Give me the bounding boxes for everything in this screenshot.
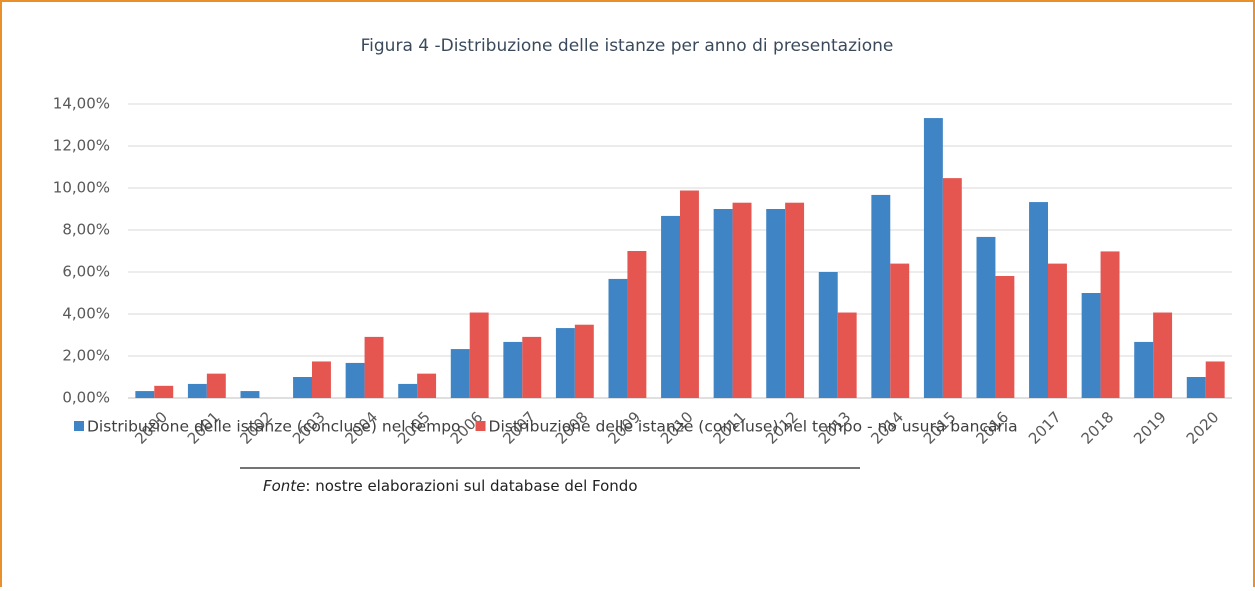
bar	[976, 236, 996, 398]
bar	[574, 324, 594, 398]
bar	[312, 361, 331, 398]
x-tick-label: 2020	[1183, 408, 1223, 448]
source-label: Fonte	[263, 477, 305, 495]
bar	[1134, 341, 1154, 398]
bar	[187, 383, 207, 398]
bar	[785, 202, 805, 398]
bar	[206, 373, 226, 398]
x-tick-label: 2018	[1078, 408, 1118, 448]
bar	[1186, 377, 1206, 398]
bar	[942, 178, 962, 398]
bar	[1153, 312, 1173, 398]
bar	[608, 278, 628, 398]
bar	[995, 275, 1015, 398]
y-tick-label: 8,00%	[62, 221, 110, 239]
bar	[661, 215, 680, 398]
y-tick-label: 6,00%	[62, 263, 110, 281]
bar	[732, 202, 752, 398]
bar	[837, 312, 857, 398]
bar	[713, 209, 733, 398]
legend-swatch	[475, 421, 486, 431]
bar	[680, 190, 699, 398]
bar	[469, 312, 489, 398]
bar	[450, 349, 470, 398]
bar	[1081, 293, 1101, 398]
bar	[135, 391, 155, 398]
y-tick-label: 14,00%	[53, 95, 110, 113]
bar	[555, 328, 575, 398]
bar	[417, 373, 437, 398]
bar	[398, 383, 418, 398]
bar	[1100, 251, 1120, 398]
y-tick-label: 2,00%	[62, 347, 110, 365]
bar	[364, 336, 384, 398]
chart-title: Figura 4 -Distribuzione delle istanze pe…	[361, 36, 894, 56]
bar	[154, 385, 174, 398]
bar	[627, 251, 647, 398]
bar	[1205, 361, 1225, 398]
bar	[293, 377, 312, 398]
legend-label: Distribuzione delle istanze (concluse) n…	[87, 418, 461, 436]
legend-swatch	[74, 421, 84, 431]
source: Fonte: nostre elaborazioni sul database …	[263, 477, 638, 495]
bar	[871, 194, 891, 398]
bar	[890, 263, 910, 398]
bar	[345, 362, 365, 398]
bar	[766, 209, 786, 398]
y-tick-label: 12,00%	[53, 137, 110, 155]
bar	[240, 391, 260, 398]
bar	[503, 341, 523, 398]
bar	[1048, 263, 1067, 398]
bar	[1029, 202, 1048, 398]
x-tick-label: 2019	[1130, 408, 1170, 448]
y-tick-label: 10,00%	[53, 179, 110, 197]
legend-label: Distribuzione delle istanze (concluse) n…	[489, 418, 1018, 436]
x-tick-label: 2017	[1025, 408, 1065, 448]
bar	[818, 272, 838, 398]
bar	[522, 336, 542, 398]
bar	[923, 118, 943, 398]
y-tick-label: 4,00%	[62, 305, 110, 323]
y-tick-label: 0,00%	[62, 389, 110, 407]
source-text: : nostre elaborazioni sul database del F…	[305, 477, 637, 495]
